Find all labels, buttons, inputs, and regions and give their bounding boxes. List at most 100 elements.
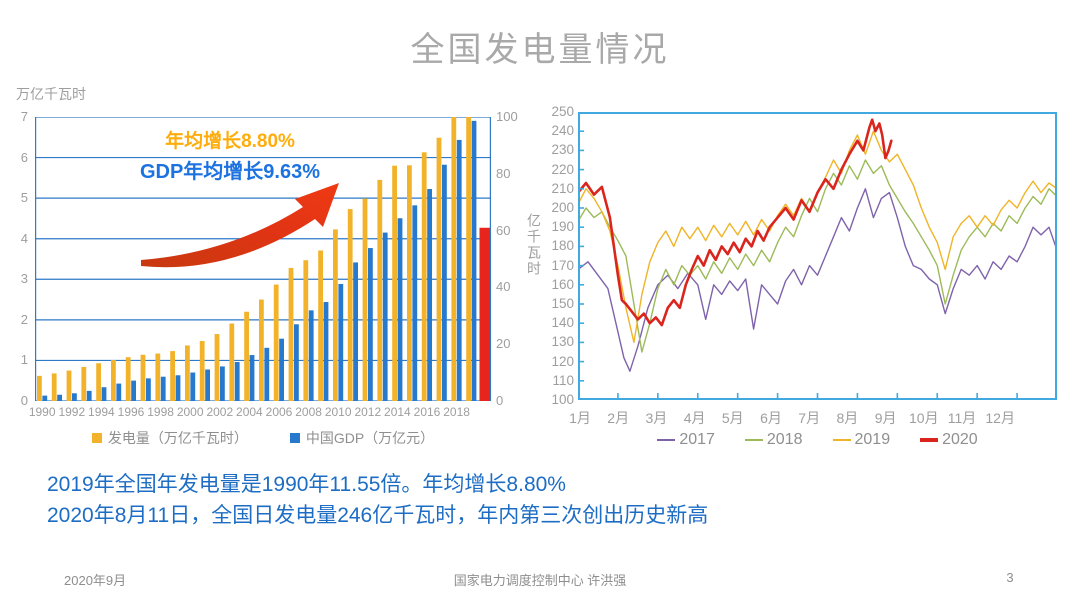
gdp-swatch-icon	[289, 433, 300, 443]
bar-x-tick-2016: 2016	[413, 405, 441, 419]
bar-generation-2016	[421, 152, 427, 401]
bar-layer	[35, 117, 491, 401]
bar-gdp-2017	[442, 164, 447, 401]
line-y-tick-240: 240	[551, 123, 574, 139]
bar-generation-2009	[318, 250, 323, 401]
footer-author: 国家电力调度控制中心 许洪强	[453, 573, 627, 588]
bar-right-tick-40: 40	[496, 279, 511, 295]
legend-2018-label: 2018	[766, 431, 803, 448]
bar-gdp-2006	[279, 338, 284, 401]
bar-gdp-2007	[294, 324, 299, 401]
summary-line-2: 2020年8月11日，全国日发电量246亿千瓦时，年内第三次创出历史新高	[47, 504, 709, 527]
legend-item-2018: 2018	[744, 431, 803, 449]
bar-generation-1997	[140, 354, 146, 401]
bar-left-tick-1: 1	[20, 352, 28, 368]
line-x-tick-6月: 6月	[760, 410, 782, 426]
annotation-generation-growth: 年均增长8.80%	[165, 131, 295, 152]
bar-gdp-2015	[412, 205, 418, 401]
legend-item-2017: 2017	[657, 431, 715, 449]
bar-left-tick-4: 4	[20, 230, 28, 246]
bar-x-tick-1996: 1996	[117, 405, 145, 419]
line-x-tick-3月: 3月	[645, 410, 668, 426]
bar-x-tick-2018: 2018	[443, 405, 470, 419]
bar-generation-2005	[259, 299, 264, 401]
bar-left-tick-7: 7	[20, 109, 28, 124]
line-plot-border	[578, 112, 1057, 400]
line-x-tick-7月: 7月	[798, 410, 821, 426]
bar-generation-1993	[81, 366, 87, 401]
bar-left-tick-5: 5	[20, 190, 28, 206]
bar-generation-1999	[170, 351, 175, 401]
bar-right-tick-0: 0	[496, 393, 504, 408]
legend-item-generation: 发电量（万亿千瓦时）	[91, 428, 248, 448]
bar-right-tick-100: 100	[496, 109, 518, 124]
line-y-tick-120: 120	[551, 353, 574, 369]
bar-generation-2004	[244, 311, 249, 401]
bar-x-tick-2006: 2006	[265, 405, 293, 419]
summary-text: 2019年全国年发电量是1990年11.55倍。年均增长8.80% 2020年8…	[47, 469, 708, 531]
legend-2019-label: 2019	[854, 431, 891, 448]
bar-generation-1998	[155, 353, 161, 401]
bar-gdp-2008	[308, 310, 314, 401]
growth-arrow	[141, 183, 339, 268]
line-2020	[578, 118, 893, 327]
legend-item-2019: 2019	[832, 431, 891, 449]
bar-gdp-1993	[86, 390, 92, 401]
bar-generation-2017	[436, 137, 442, 401]
bar-generation-2012	[362, 198, 368, 401]
legend-gdp-label: 中国GDP（万亿元）	[305, 430, 435, 446]
line-2018-swatch-icon	[744, 438, 763, 442]
line-y-tick-110: 110	[552, 372, 574, 388]
red-highlight-bar	[479, 227, 490, 401]
bar-x-tick-2004: 2004	[236, 405, 263, 419]
bar-gdp-2009	[323, 302, 329, 401]
line-y-tick-220: 220	[551, 161, 574, 177]
generation-gdp-bar-chart	[35, 117, 491, 401]
bar-generation-2006	[273, 284, 279, 401]
line-2019-swatch-icon	[832, 438, 851, 442]
bar-x-tick-1994: 1994	[88, 405, 115, 419]
daily-generation-line-chart	[578, 112, 1057, 400]
bar-generation-2013	[377, 179, 383, 401]
bar-generation-1991	[51, 373, 57, 401]
bar-generation-1995	[111, 360, 116, 401]
bar-x-tick-2000: 2000	[176, 405, 204, 419]
bar-generation-1990	[37, 375, 42, 401]
legend-generation-label: 发电量（万亿千瓦时）	[107, 430, 248, 446]
bar-left-tick-6: 6	[20, 149, 28, 165]
bar-left-tick-2: 2	[20, 311, 28, 327]
bar-generation-2010	[333, 229, 338, 401]
bar-generation-2001	[199, 340, 205, 401]
bar-right-tick-60: 60	[496, 222, 511, 238]
bar-left-tick-3: 3	[20, 271, 28, 287]
line-chart-legend: 2017 2018 2019 2020	[578, 431, 1057, 449]
bar-gdp-2005	[264, 347, 270, 401]
bar-gdp-2012	[368, 248, 373, 401]
bar-gdp-2011	[353, 262, 358, 401]
line-y-tick-250: 250	[551, 104, 574, 119]
bar-x-tick-1990: 1990	[28, 405, 56, 419]
bar-x-tick-2008: 2008	[295, 405, 322, 419]
bar-gdp-1990	[42, 395, 48, 401]
line-x-tick-10月: 10月	[909, 410, 939, 426]
bar-gdp-2004	[249, 355, 255, 401]
bar-gdp-1996	[131, 380, 136, 401]
line-y-tick-160: 160	[551, 276, 574, 292]
line-y-tick-100: 100	[551, 392, 574, 407]
line-x-tick-11月: 11月	[947, 410, 977, 426]
footer-date: 2020年9月	[64, 573, 127, 588]
bar-gdp-2001	[205, 369, 210, 401]
bar-gdp-2014	[397, 218, 403, 401]
line-y-tick-140: 140	[551, 315, 574, 331]
line-x-tick-2月: 2月	[607, 410, 630, 426]
bar-x-tick-1998: 1998	[147, 405, 174, 419]
legend-2020-label: 2020	[942, 431, 978, 448]
legend-item-2020: 2020	[920, 431, 978, 449]
bar-gdp-1998	[160, 376, 166, 401]
annotation-gdp-growth: GDP年均增长9.63%	[139, 161, 321, 183]
bar-left-tick-0: 0	[20, 393, 28, 408]
line-y-tick-150: 150	[551, 296, 574, 311]
bar-gdp-1994	[101, 387, 107, 401]
line-x-tick-9月: 9月	[874, 410, 897, 426]
